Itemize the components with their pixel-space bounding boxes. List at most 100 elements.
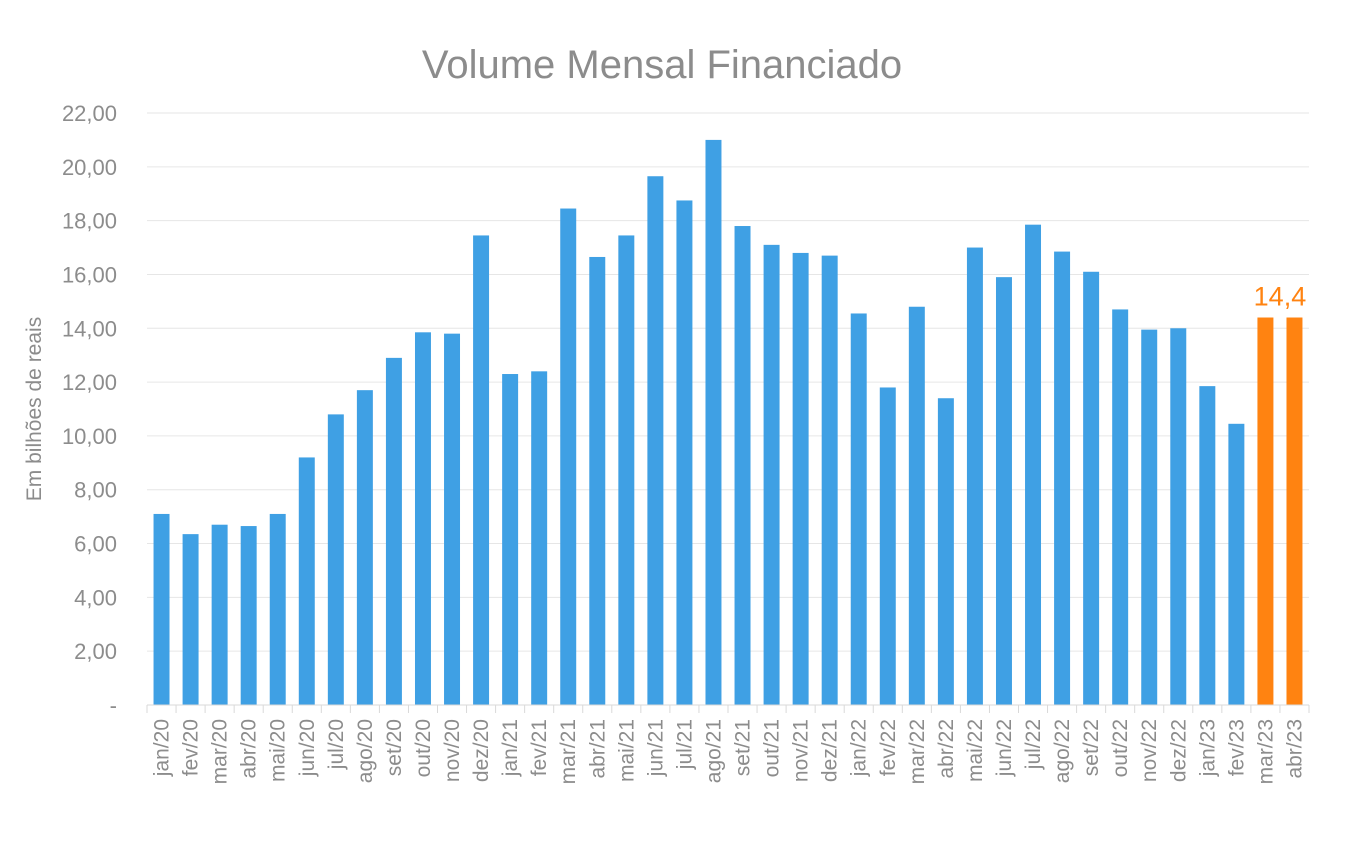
y-axis-label: Em bilhões de reais — [23, 317, 46, 501]
y-tick-label: 18,00 — [62, 209, 117, 234]
y-tick-label: 4,00 — [74, 585, 117, 610]
data-label: 14,4 — [1254, 282, 1307, 312]
x-tick-label: set/20 — [383, 719, 406, 776]
y-tick-label: 12,00 — [62, 370, 117, 395]
gridlines — [147, 112, 1309, 652]
bar-set-22 — [1083, 271, 1100, 705]
x-tick-label: abr/22 — [935, 719, 958, 779]
x-tick-label: fev/22 — [877, 719, 900, 776]
bar-jun-20 — [298, 457, 315, 705]
y-tick-label: 2,00 — [74, 639, 117, 664]
bar-fev-23 — [1228, 423, 1245, 705]
bar-mar-23 — [1257, 317, 1274, 705]
bar-ago-20 — [356, 390, 373, 705]
y-tick-label: 8,00 — [74, 478, 117, 503]
x-tick-label: jul/20 — [325, 719, 348, 770]
x-tick-label: set/21 — [732, 719, 755, 776]
x-tick-label: dez/21 — [819, 719, 842, 782]
bar-abr-23 — [1286, 317, 1303, 705]
y-tick-label: - — [110, 693, 117, 718]
x-tick-label: out/20 — [412, 719, 435, 777]
bar-mai-21 — [618, 235, 635, 705]
bar-ago-21 — [705, 139, 722, 706]
x-tick-label: jun/22 — [993, 719, 1016, 777]
bars — [153, 139, 1303, 706]
bar-jan-22 — [850, 313, 867, 705]
bar-jan-23 — [1199, 386, 1216, 705]
bar-fev-21 — [531, 371, 548, 705]
x-tick-label: jun/21 — [644, 719, 667, 777]
x-tick-label: mai/21 — [615, 719, 638, 782]
data-labels: 14,4 — [1254, 282, 1307, 312]
bar-jul-20 — [327, 414, 344, 705]
x-tick-label: mar/22 — [906, 719, 929, 784]
x-tick-label: out/22 — [1109, 719, 1132, 777]
y-tick-label: 14,00 — [62, 316, 117, 341]
bar-set-21 — [734, 226, 751, 705]
x-tick-label: mar/20 — [209, 719, 232, 784]
x-tick-label: fev/21 — [528, 719, 551, 776]
bar-jul-21 — [676, 200, 693, 706]
x-tick-label: set/22 — [1080, 719, 1103, 776]
bar-ago-22 — [1054, 251, 1071, 705]
x-tick-label: out/21 — [761, 719, 784, 777]
bar-set-20 — [385, 357, 402, 705]
bar-abr-20 — [240, 526, 257, 705]
bar-jun-21 — [647, 176, 664, 706]
x-tick-label: jul/21 — [673, 719, 696, 770]
x-tick-label: abr/23 — [1283, 719, 1306, 779]
x-tick-label: nov/22 — [1138, 719, 1161, 782]
bar-fev-22 — [879, 387, 896, 705]
bar-out-21 — [763, 244, 780, 705]
x-axis-ticks: jan/20 fev/20 mar/20 abr/20 mai/20 jun/20 jul/… — [146, 705, 1310, 784]
bar-nov-22 — [1141, 329, 1158, 705]
x-tick-label: dez/20 — [470, 719, 493, 782]
y-tick-label: 22,00 — [62, 101, 117, 126]
bar-fev-20 — [182, 534, 199, 705]
x-tick-label: mai/20 — [267, 719, 290, 782]
y-tick-label: 10,00 — [62, 424, 117, 449]
x-tick-label: abr/21 — [586, 719, 609, 779]
y-axis-ticks: - 2,00 4,00 6,00 8,00 10,00 12,00 14,00 16,00 18,… — [62, 101, 117, 718]
y-tick-label: 16,00 — [62, 262, 117, 287]
bar-nov-21 — [792, 252, 809, 705]
bar-jan-21 — [502, 374, 519, 705]
x-tick-label: jan/21 — [499, 719, 522, 777]
x-tick-label: abr/20 — [238, 719, 261, 779]
bar-mar-22 — [908, 306, 925, 705]
x-tick-label: mar/21 — [557, 719, 580, 784]
x-tick-label: dez/22 — [1167, 719, 1190, 782]
x-tick-label: fev/23 — [1225, 719, 1248, 776]
x-tick-label: jan/22 — [848, 719, 871, 777]
bar-dez-22 — [1170, 328, 1187, 705]
y-tick-label: 6,00 — [74, 532, 117, 557]
x-tick-label: jan/23 — [1196, 719, 1219, 777]
x-tick-label: nov/21 — [790, 719, 813, 782]
bar-jul-22 — [1025, 224, 1042, 705]
bar-dez-21 — [821, 255, 838, 706]
bar-jun-22 — [995, 277, 1012, 705]
x-tick-label: jul/22 — [1022, 719, 1045, 770]
x-tick-label: ago/20 — [354, 719, 377, 783]
x-tick-label: mar/23 — [1254, 719, 1277, 784]
bar-out-20 — [414, 332, 431, 705]
bar-jan-20 — [153, 513, 170, 705]
bar-nov-20 — [444, 333, 461, 705]
bar-abr-21 — [589, 256, 606, 705]
bar-dez-20 — [473, 235, 490, 705]
bar-mar-20 — [211, 524, 228, 705]
y-tick-label: 20,00 — [62, 155, 117, 180]
x-tick-label: nov/20 — [441, 719, 464, 782]
x-tick-label: jan/20 — [151, 719, 174, 777]
bar-mai-20 — [269, 513, 286, 705]
x-tick-label: ago/21 — [702, 719, 725, 783]
bar-mar-21 — [560, 208, 577, 705]
bar-abr-22 — [937, 398, 954, 705]
x-tick-label: jun/20 — [296, 719, 319, 777]
x-tick-label: fev/20 — [180, 719, 203, 776]
chart-title: Volume Mensal Financiado — [422, 43, 902, 87]
bar-out-22 — [1112, 309, 1129, 705]
x-tick-label: ago/22 — [1051, 719, 1074, 783]
